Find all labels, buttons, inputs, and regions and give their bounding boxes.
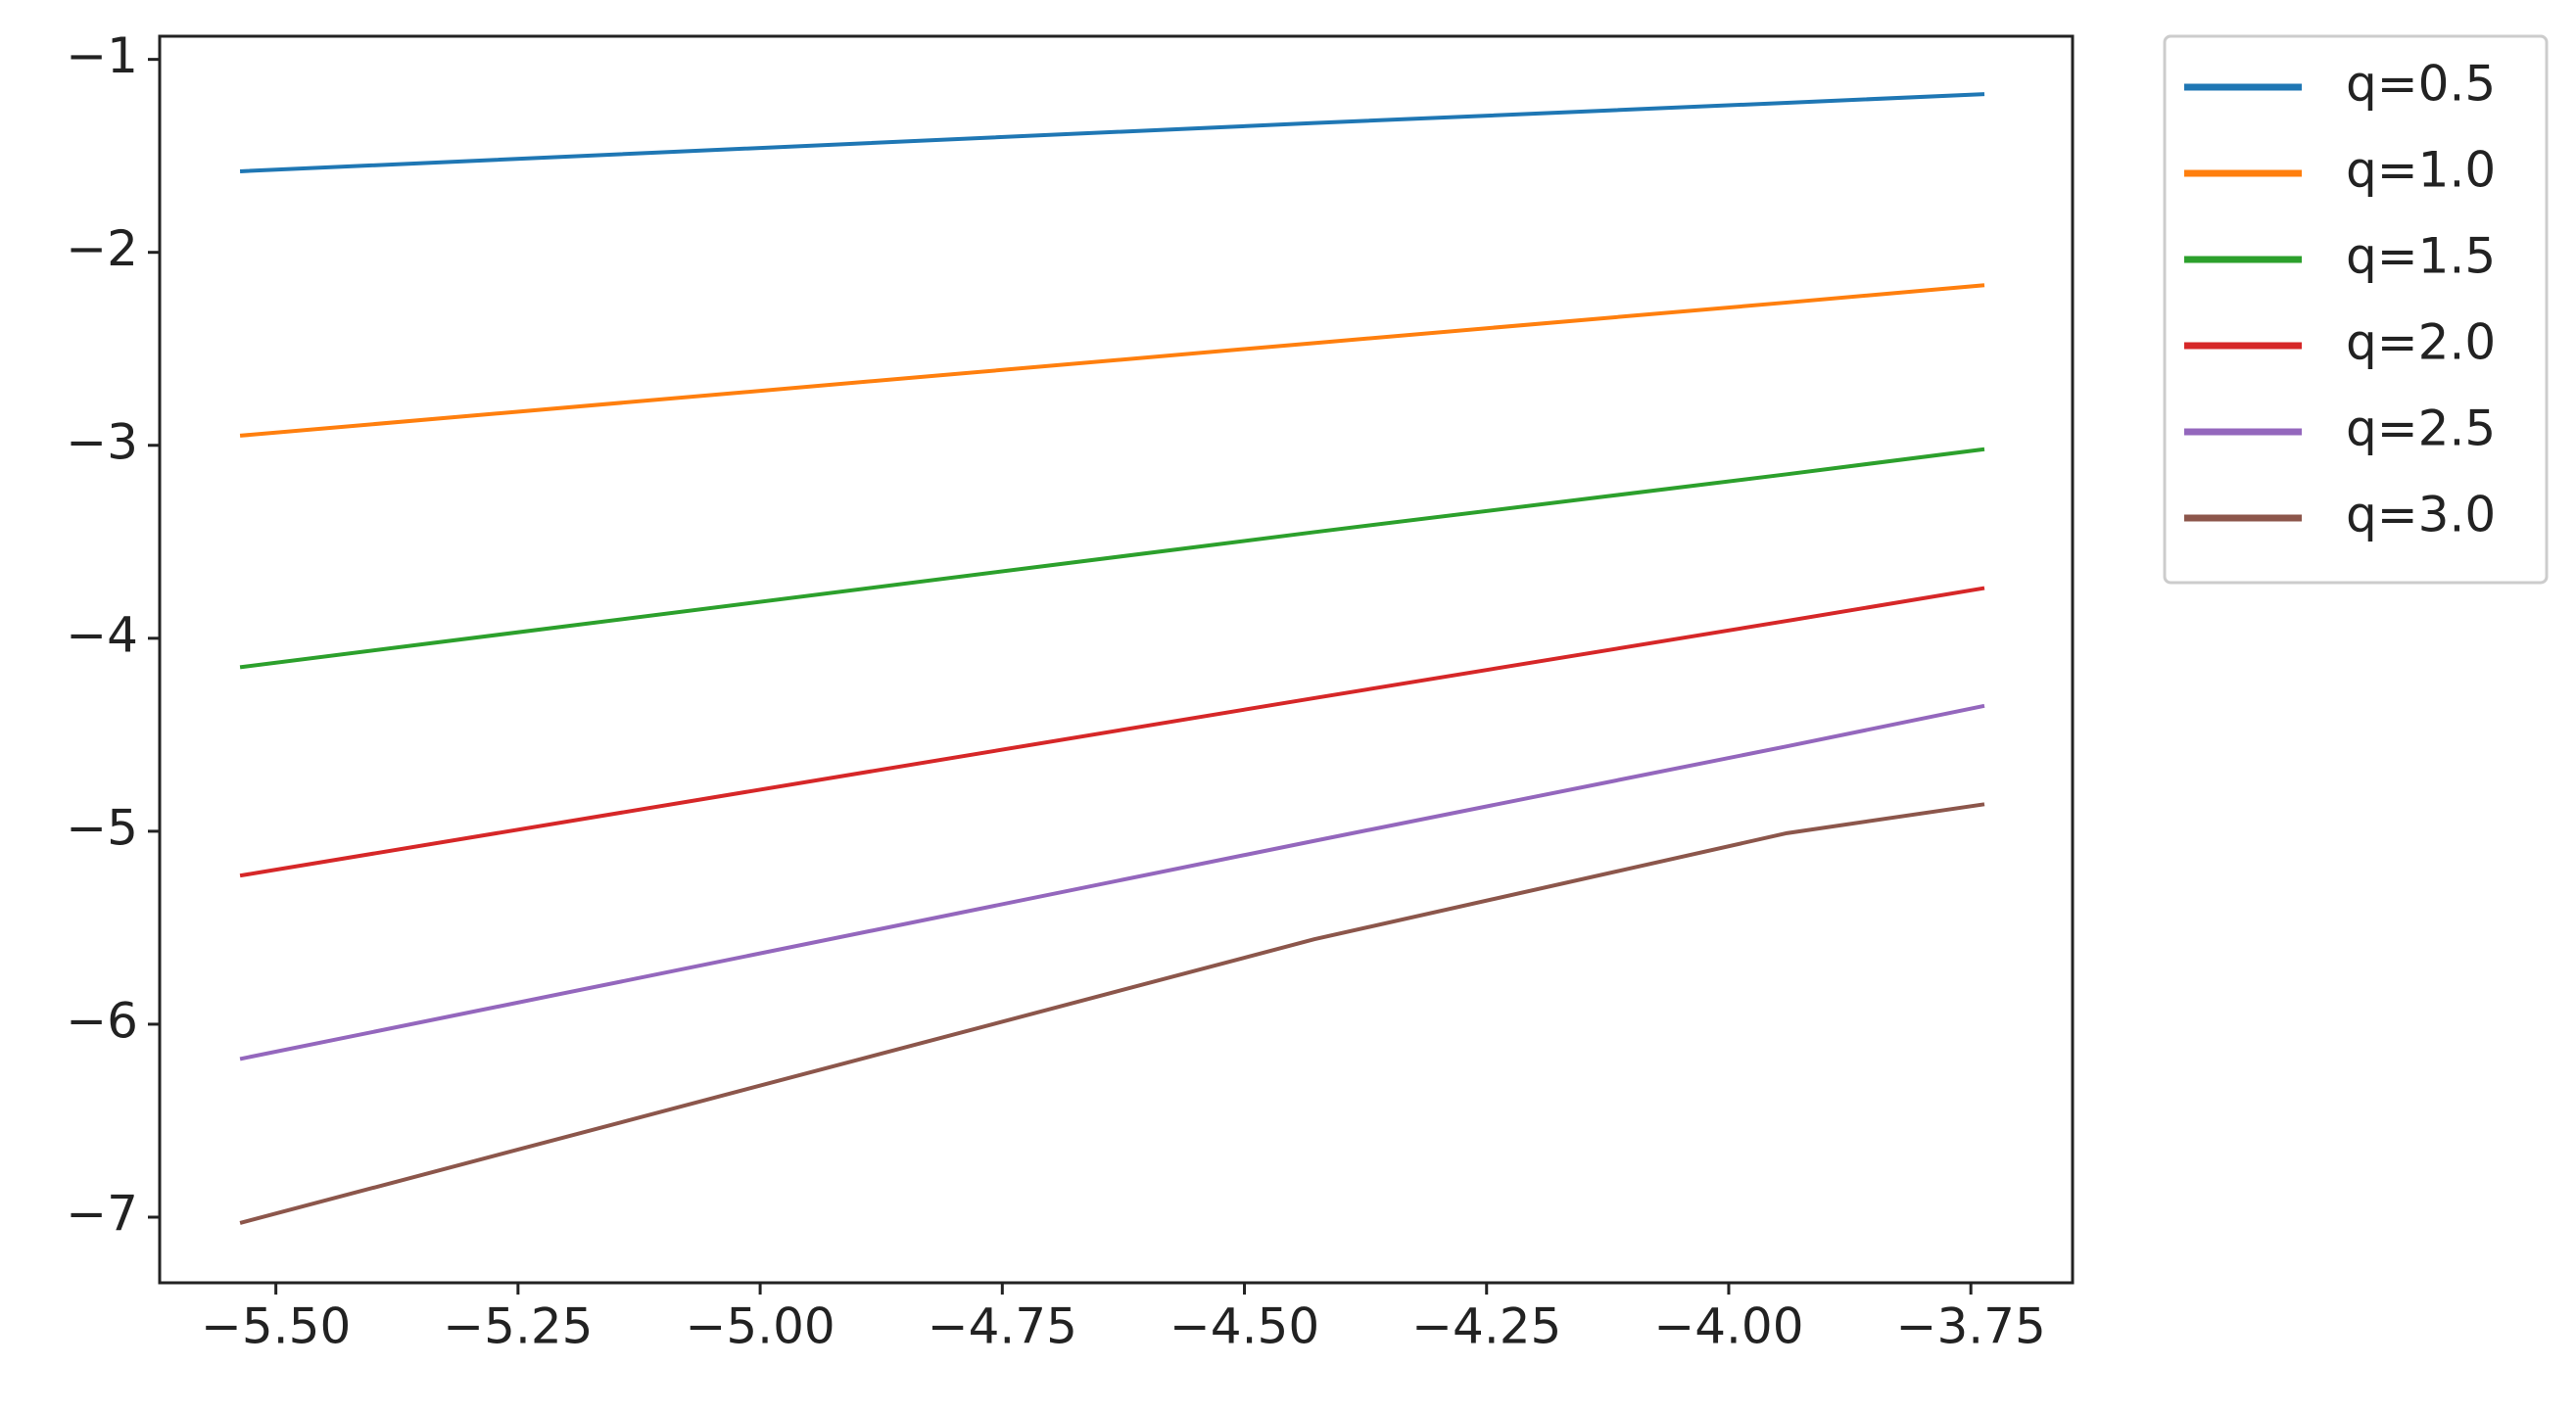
legend-label: q=1.0 bbox=[2346, 142, 2496, 199]
x-tick-label: −4.00 bbox=[1653, 1298, 1803, 1355]
x-tick-label: −5.50 bbox=[201, 1298, 351, 1355]
legend-label: q=3.0 bbox=[2346, 487, 2496, 543]
legend-label: q=1.5 bbox=[2346, 228, 2496, 285]
series-line bbox=[239, 703, 1985, 1061]
legend-label: q=2.0 bbox=[2346, 314, 2496, 371]
y-tick-label: −6 bbox=[66, 992, 138, 1049]
x-tick-label: −3.75 bbox=[1896, 1298, 2046, 1355]
series-line bbox=[239, 802, 1985, 1225]
x-tick-label: −4.75 bbox=[928, 1298, 1077, 1355]
legend-label: q=2.5 bbox=[2346, 401, 2496, 457]
y-tick-label: −7 bbox=[66, 1186, 138, 1243]
y-tick-label: −3 bbox=[66, 413, 138, 470]
legend-label: q=0.5 bbox=[2346, 56, 2496, 113]
plot-frame bbox=[158, 34, 2075, 1285]
series-line bbox=[239, 586, 1985, 878]
y-tick-label: −2 bbox=[66, 220, 138, 277]
x-tick-label: −5.25 bbox=[443, 1298, 593, 1355]
y-tick-label: −5 bbox=[66, 799, 138, 856]
x-tick-label: −4.50 bbox=[1169, 1298, 1319, 1355]
y-tick-label: −1 bbox=[66, 27, 138, 84]
x-tick-label: −5.00 bbox=[685, 1298, 835, 1355]
series-line bbox=[239, 92, 1985, 173]
series-line bbox=[239, 447, 1985, 670]
series-line bbox=[239, 283, 1985, 438]
x-tick-label: −4.25 bbox=[1411, 1298, 1561, 1355]
y-tick-label: −4 bbox=[66, 606, 138, 663]
